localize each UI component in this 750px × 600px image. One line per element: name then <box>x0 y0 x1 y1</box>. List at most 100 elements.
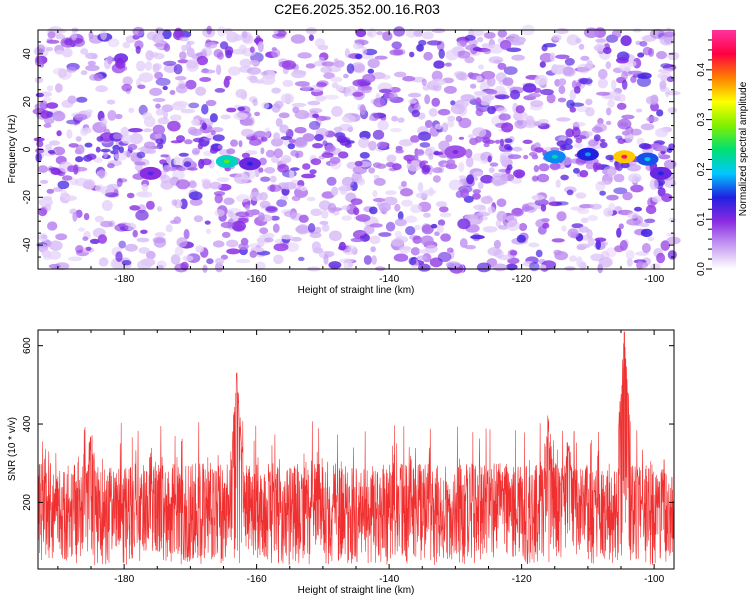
heatmap-cell <box>468 134 474 139</box>
heatmap-cell <box>152 63 160 73</box>
heatmap-cell <box>135 45 141 54</box>
heatmap-cell <box>522 206 535 211</box>
heatmap-cell <box>64 195 77 201</box>
heatmap-cell <box>491 175 507 186</box>
heatmap-cell <box>334 60 345 68</box>
heatmap-cell <box>265 205 278 214</box>
heatmap-cell <box>496 210 507 222</box>
heatmap-cell <box>372 197 386 203</box>
heatmap-cell <box>61 47 73 58</box>
heatmap-cell <box>309 108 323 114</box>
heatmap-cell <box>506 146 513 151</box>
heatmap-cell <box>179 51 187 60</box>
heatmap-cell <box>528 242 540 248</box>
heatmap-cell <box>358 137 370 149</box>
heatmap-cell <box>450 103 465 115</box>
heatmap-cell <box>333 126 343 132</box>
heatmap-cell <box>314 134 324 142</box>
heatmap-cell <box>616 227 622 238</box>
heatmap-cell <box>560 174 569 181</box>
heatmap-cell <box>264 237 274 243</box>
heatmap-cell <box>223 197 235 205</box>
heatmap-cell <box>294 109 310 120</box>
heatmap-cell <box>469 83 477 89</box>
heatmap-cell <box>376 163 387 169</box>
heatmap-cell <box>575 137 583 144</box>
heatmap-cell <box>324 94 339 100</box>
heatmap-cell <box>558 85 566 95</box>
heatmap-cell <box>136 151 146 159</box>
heatmap-cell <box>445 134 453 143</box>
heatmap-cell <box>75 136 82 142</box>
heatmap-cell <box>212 240 225 248</box>
heatmap-cell <box>409 51 415 58</box>
heatmap-cell <box>565 128 575 138</box>
heatmap-cell <box>276 199 287 208</box>
heatmap-cell <box>368 167 376 174</box>
heatmap-cell <box>507 154 522 160</box>
heatmap-cell <box>155 77 171 86</box>
heatmap-cell <box>271 156 280 164</box>
heatmap-cell <box>273 243 289 252</box>
heatmap-cell <box>410 204 422 214</box>
heatmap-cell <box>68 256 83 262</box>
heatmap-cell <box>254 261 266 271</box>
heatmap-cell <box>369 206 378 215</box>
heatmap-cell <box>352 165 367 175</box>
heatmap-cell <box>477 36 484 43</box>
heatmap-cell <box>655 127 669 138</box>
heatmap-cell <box>617 118 632 130</box>
heatmap-cell <box>191 118 201 126</box>
heatmap-cell <box>576 243 591 249</box>
heatmap-cell <box>320 66 332 74</box>
heatmap-cell <box>648 47 655 57</box>
spectrogram-heatmap <box>32 24 681 274</box>
heatmap-cell <box>188 191 203 201</box>
heatmap-cell <box>555 28 569 35</box>
heatmap-cell <box>551 238 565 243</box>
heatmap-cell <box>66 66 77 73</box>
heatmap-cell <box>580 217 589 224</box>
heatmap-cell <box>385 190 397 196</box>
heatmap-cell <box>456 50 471 59</box>
heatmap-cell <box>585 162 595 170</box>
heatmap-cell <box>153 43 166 47</box>
heatmap-cell <box>575 192 587 199</box>
heatmap-cell <box>488 56 504 64</box>
heatmap-cell <box>640 123 655 131</box>
heatmap-cell <box>40 110 51 119</box>
heatmap-cell <box>235 211 250 218</box>
heatmap-cell <box>204 220 211 225</box>
heatmap-cell <box>518 223 528 231</box>
heatmap-cell <box>630 128 642 136</box>
heatmap-cell <box>424 94 431 105</box>
x-tick-label: -100 <box>644 274 664 285</box>
heatmap-cell <box>478 204 487 215</box>
heatmap-cell <box>235 194 251 203</box>
heatmap-cell <box>597 117 604 125</box>
heatmap-cell <box>226 239 239 248</box>
heatmap-cell <box>187 167 198 171</box>
heatmap-cell <box>200 69 216 74</box>
heatmap-cell <box>353 207 360 216</box>
heatmap-cell <box>408 92 422 98</box>
heatmap-cell <box>160 154 169 158</box>
heatmap-cell <box>419 142 431 148</box>
heatmap-cell <box>556 211 567 222</box>
heatmap-cell <box>497 62 507 70</box>
heatmap-cell <box>169 114 182 121</box>
heatmap-cell <box>272 33 286 39</box>
heatmap-cell <box>380 114 387 122</box>
heatmap-cell <box>309 232 322 239</box>
heatmap-cell <box>157 117 170 125</box>
heatmap-cell <box>328 230 342 242</box>
heatmap-cell <box>115 59 126 69</box>
heatmap-cell <box>100 220 113 228</box>
heatmap-cell <box>418 131 431 141</box>
heatmap-cell <box>557 97 567 103</box>
heatmap-cell <box>326 176 337 186</box>
heatmap-cell <box>381 74 391 80</box>
heatmap-cell <box>274 238 284 244</box>
heatmap-cell <box>552 34 562 41</box>
heatmap-cell <box>493 239 501 249</box>
